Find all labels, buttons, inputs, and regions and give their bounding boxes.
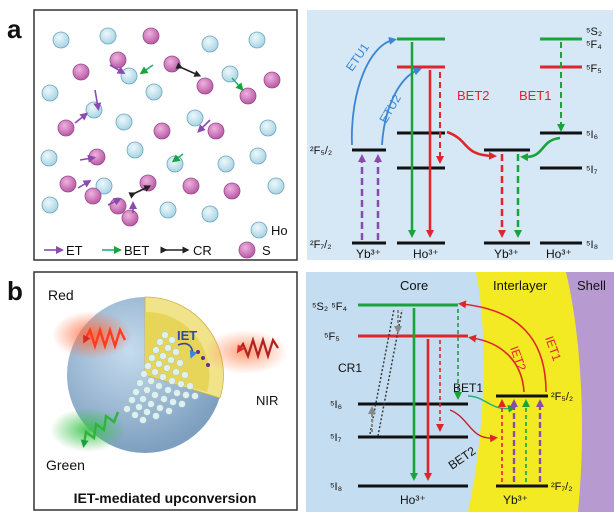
a-level-yb-upper: ²F₅/₂ [310, 145, 332, 157]
b-green-label: Green [46, 457, 85, 473]
a-bet1-label: BET1 [519, 88, 552, 103]
legend: Ho ET BET CR S [44, 221, 288, 259]
ho-particle [166, 155, 184, 173]
b-level-5i7: ⁵I₇ [330, 432, 342, 444]
legend-ho-label: Ho [271, 223, 288, 238]
panel-a-label: a [7, 14, 22, 44]
ho-particle [267, 177, 285, 195]
ho-particle [120, 67, 138, 85]
b-caption: IET-mediated upconversion [74, 490, 257, 506]
legend-cr-label: CR [193, 243, 212, 258]
s-particle [59, 175, 77, 193]
b-level-5i6: ⁵I₆ [330, 399, 342, 411]
legend-s-label: S [262, 243, 271, 258]
ho-particle [41, 84, 59, 102]
panel-a-energy-diagram: ²F₅/₂ ²F₇/₂ ⁵S₂ ⁵F₄ ⁵F₅ ⁵I₆ ⁵I₇ ⁵I₈ ETU1… [307, 10, 613, 261]
panel-b-label: b [7, 276, 23, 306]
s-particle [142, 27, 160, 45]
ho-particle [186, 109, 204, 127]
ho-particle [126, 141, 144, 159]
s-particle [196, 77, 214, 95]
a-ion-yb-1: Yb³⁺ [356, 247, 381, 261]
a-ion-ho-2: Ho³⁺ [546, 247, 572, 261]
a-level-5i8: ⁵I₈ [586, 239, 598, 251]
s-particle [263, 71, 281, 89]
core-nanoparticles [123, 331, 199, 424]
legend-bet-label: BET [124, 243, 149, 258]
ho-particle [249, 147, 267, 165]
b-region-interlayer: Interlayer [493, 278, 548, 293]
ho-particle [201, 205, 219, 223]
a-level-5i6: ⁵I₆ [586, 129, 598, 141]
particle-arrows [74, 62, 244, 213]
ho-particle [52, 31, 70, 49]
s-particle [72, 63, 90, 81]
a-ion-ho-1: Ho³⁺ [413, 247, 439, 261]
s-particle [121, 209, 139, 227]
ho-particle [41, 196, 59, 214]
ho-particle [259, 119, 277, 137]
s-particle [239, 87, 257, 105]
b-iet-label: IET [177, 328, 197, 343]
b-ion-ho: Ho³⁺ [400, 493, 426, 507]
ho-particle [248, 31, 266, 49]
s-particle [153, 122, 171, 140]
ho-particle [40, 149, 58, 167]
a-level-5i7: ⁵I₇ [586, 164, 598, 176]
ho-particle [217, 155, 235, 173]
s-particle [163, 55, 181, 73]
panel-a-particle-box: Ho ET BET CR S [33, 9, 298, 261]
panel-b-energy-diagram: Core Interlayer Shell ⁵S₂ ⁵F₄ ⁵F₅ ⁵I₆ ⁵I… [306, 272, 614, 512]
ho-particle [95, 177, 113, 195]
b-nir-label: NIR [256, 393, 278, 408]
ho-particle [221, 65, 239, 83]
a-level-5f5: ⁵F₅ [586, 63, 602, 75]
legend-et-label: ET [66, 243, 83, 258]
a-level-yb-lower: ²F₇/₂ [310, 239, 332, 251]
ho-particle [159, 201, 177, 219]
s-particle [88, 148, 106, 166]
b-red-label: Red [48, 287, 74, 303]
b-level-5f5: ⁵F₅ [324, 331, 340, 343]
b-level-5s2-5f4: ⁵S₂ ⁵F₄ [312, 301, 348, 313]
b-region-shell: Shell [577, 278, 606, 293]
b-region-core: Core [400, 278, 428, 293]
s-particle [57, 119, 75, 137]
panel-b-illustration: IET NIR Red Green IET-mediated upconvers… [33, 271, 298, 511]
s-particle [207, 122, 225, 140]
s-particle [84, 187, 102, 205]
b-level-yb-lower: ²F₇/₂ [551, 481, 573, 493]
ho-particle [145, 83, 163, 101]
a-ion-yb-2: Yb³⁺ [494, 247, 519, 261]
b-cr1-label: CR1 [338, 361, 362, 375]
b-bet1-label: BET1 [453, 381, 483, 395]
ho-particle [115, 113, 133, 131]
ho-particle [99, 27, 117, 45]
a-level-5f4: ⁵F₄ [586, 39, 602, 51]
legend-s-swatch [238, 241, 256, 259]
legend-ho-swatch [250, 221, 268, 239]
ho-particle [201, 35, 219, 53]
b-level-yb-upper: ²F₅/₂ [551, 391, 573, 403]
s-particle [139, 174, 157, 192]
b-level-5i8: ⁵I₈ [330, 481, 342, 493]
a-level-5s2: ⁵S₂ [586, 26, 602, 38]
b-ion-yb: Yb³⁺ [503, 493, 528, 507]
a-bet2-label: BET2 [457, 88, 490, 103]
s-particle [182, 177, 200, 195]
s-particle [223, 182, 241, 200]
ho-particle [85, 101, 103, 119]
